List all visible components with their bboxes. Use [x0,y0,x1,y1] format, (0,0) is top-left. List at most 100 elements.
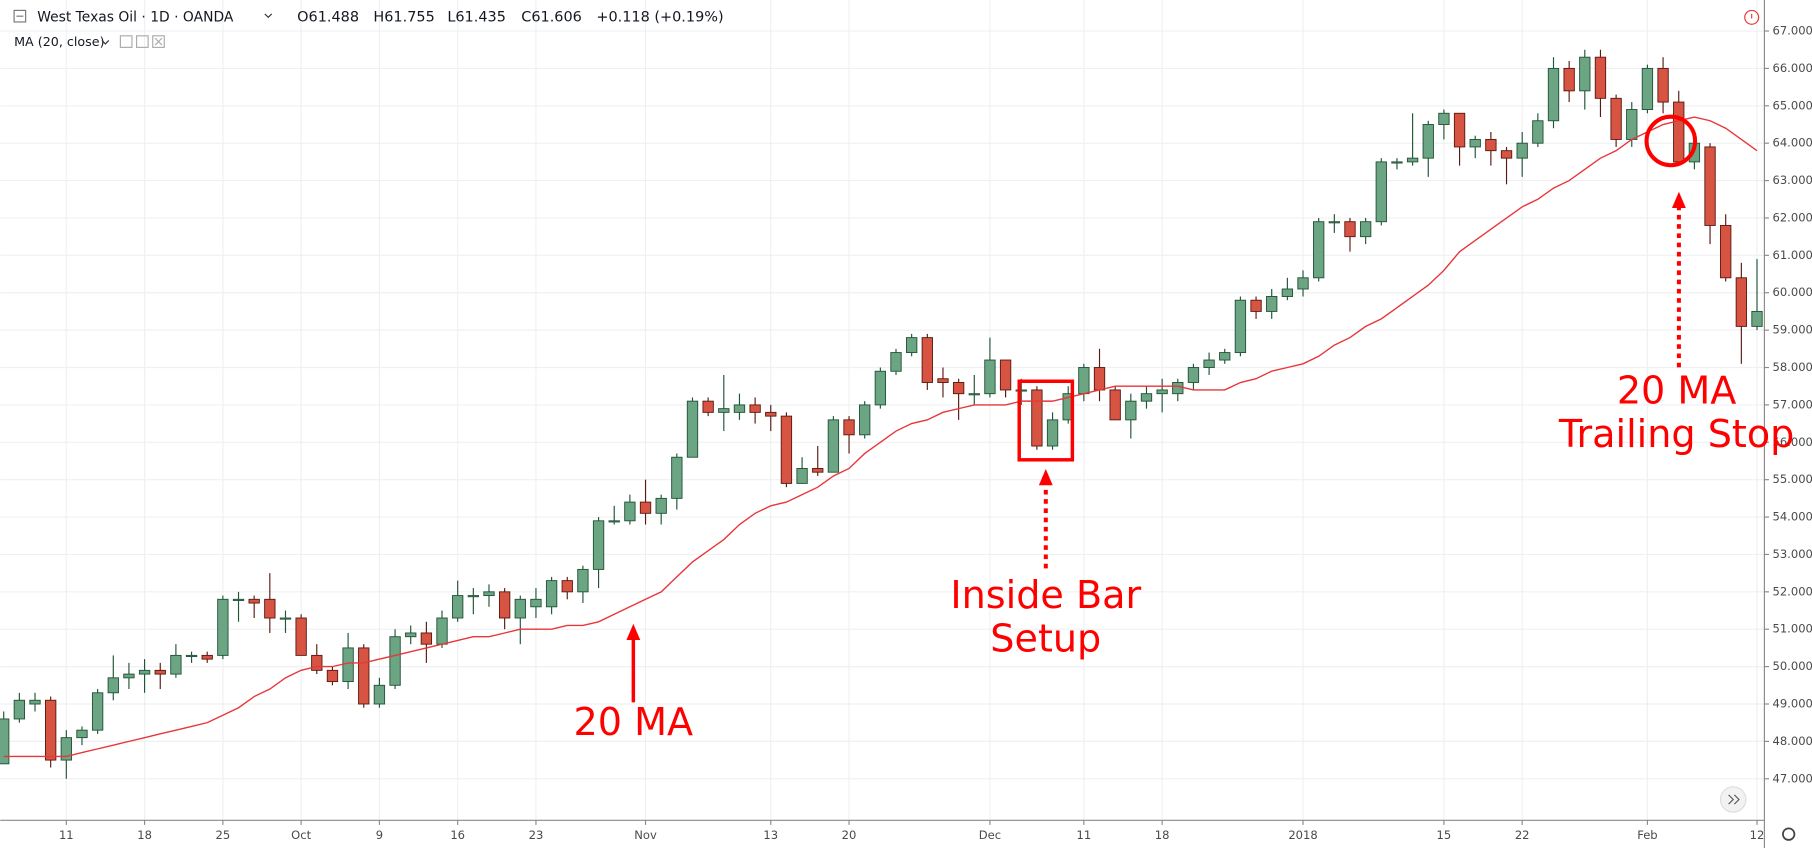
candle-body [342,647,354,683]
candle-body [311,654,323,671]
indicator-name[interactable]: MA (20, close) [14,34,104,49]
candle-body [1344,221,1356,238]
candle-body [1641,67,1654,111]
candle-body [843,419,855,436]
settings-gear[interactable] [1782,827,1796,841]
x-tick-label: 2018 [1288,828,1317,842]
candle-body [1359,221,1372,238]
visibility-button[interactable] [119,35,133,48]
candle-body [45,699,57,761]
candle-body [29,699,41,705]
candle-body [1250,299,1262,312]
settings-button[interactable] [135,35,149,48]
candle-body [248,598,260,604]
candle-body [624,501,636,522]
annotation-text: 20 MA [574,700,694,744]
annotation-text: 20 MA [1617,368,1737,412]
candle-body [358,647,370,705]
y-tick-label: 60.000 [1772,285,1812,299]
x-tick-label: 20 [842,828,857,842]
x-tick-label: Dec [979,828,1001,842]
y-tick-label: 59.000 [1772,323,1812,337]
candle-body [1281,288,1294,297]
candle-body [671,456,683,499]
candle-body [561,580,573,593]
ohlc-value: L61.435 [447,9,506,25]
candle-body [1109,389,1121,421]
candle-body [1751,310,1763,327]
candle-body [498,591,511,619]
candle-body [1563,67,1575,92]
candle-body [60,737,72,761]
x-tick-label: 9 [376,828,383,842]
y-tick-label: 53.000 [1772,547,1812,561]
x-tick-label: 12 [1750,828,1765,842]
arrow-head [1671,191,1686,208]
candle-body [984,359,996,395]
moving-average-line [3,116,1758,758]
candle-body [123,673,135,679]
candle-body [389,636,401,686]
candle-body [514,598,526,619]
x-tick-label: 11 [1077,828,1092,842]
candle-body [733,404,746,413]
candle-body [1532,120,1544,144]
y-tick-label: 67.000 [1772,24,1812,38]
y-tick-label: 62.000 [1772,210,1812,224]
candle-body [1219,352,1231,361]
annotation-text: Inside Bar [950,573,1141,617]
candle-body [1172,382,1184,395]
y-tick-label: 49.000 [1772,696,1812,710]
candle-body [13,699,26,720]
candle-body [1015,389,1027,392]
axes: 47.000 48.000 49.000 50.000 51.000 52.000 53.0… [59,24,1812,842]
candle-body [107,677,119,694]
x-tick-label: 11 [59,828,74,842]
candle-body [1547,67,1560,122]
candle-body [1469,138,1481,148]
y-tick-label: 51.000 [1772,622,1812,636]
candle-body [686,400,699,458]
candle-body [326,669,339,683]
candle-body [483,591,495,597]
candle-body [812,467,824,473]
y-tick-label: 52.000 [1772,584,1812,598]
candle-body [1673,101,1685,163]
indicator-dropdown[interactable] [101,40,110,45]
candle-body [452,595,464,619]
candle-body [1626,109,1638,140]
dropdown-icon[interactable] [264,13,273,19]
candle-body [154,669,166,675]
candle-body [170,654,182,675]
symbol-title[interactable]: West Texas Oil · 1D · OANDA [37,9,234,25]
collapse-button[interactable] [13,9,27,23]
y-tick-label: 66.000 [1772,61,1812,75]
x-tick-label: Oct [291,828,311,842]
candle-body [1438,112,1450,125]
candle-body [859,404,871,436]
scroll-icon [1728,794,1740,805]
candle-body [1453,112,1466,148]
candle-body [1297,277,1309,290]
y-tick-label: 63.000 [1772,173,1812,187]
annotations [626,114,1698,703]
candle-body [295,617,307,656]
x-tick-label: 16 [450,828,465,842]
annotation-text: Setup [990,617,1101,661]
y-tick-label: 47.000 [1772,771,1812,785]
candle-body [1046,419,1059,447]
candle-body [655,497,667,514]
candle-body [1391,161,1403,164]
candle-body [749,404,761,413]
alert-icon[interactable] [1744,9,1760,25]
ohlc-value: +0.118 (+0.19%) [596,9,723,25]
candle-body [608,520,620,523]
candle-body [1485,138,1497,152]
candle-body [1328,221,1340,224]
candle-body [217,598,229,656]
candle-body [1594,56,1607,99]
remove-button[interactable] [152,35,165,48]
candle-body [1203,359,1215,368]
